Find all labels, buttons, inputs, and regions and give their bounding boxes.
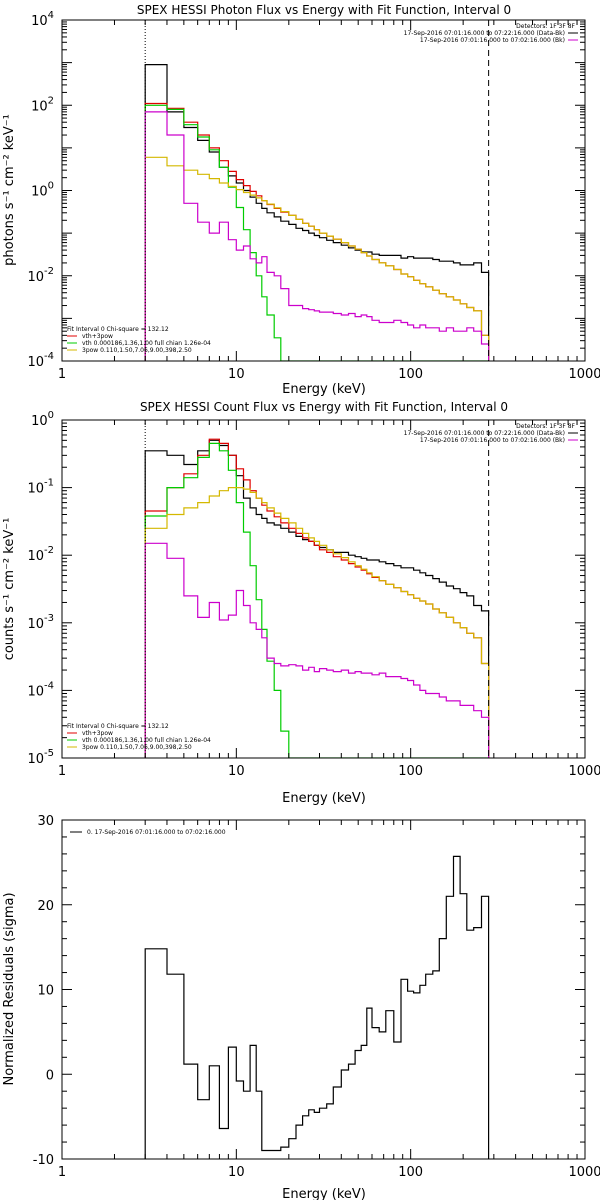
y-tick-label: 100: [31, 410, 54, 429]
photon-flux-plot-frame: [61, 19, 586, 362]
series-0-line: [144, 63, 490, 361]
y-tick-label: 10-2: [27, 266, 54, 285]
x-tick-label: 1000: [568, 1165, 600, 1180]
y-tick-label: 10-1: [27, 478, 54, 497]
x-tick-label: 100: [398, 1165, 423, 1180]
x-tick-label: 1: [58, 1165, 66, 1180]
count-flux-panel: SPEX HESSI Count Flux vs Energy with Fit…: [2, 400, 600, 806]
series-3-line: [144, 156, 490, 361]
legend-top-right-entry: Detectors: 1F 3F 8F: [516, 423, 575, 430]
series-3-line: [144, 487, 490, 758]
count-flux-axes: 1 10 100 1000 10-5 10-4 10-3 10-2 10-1 100: [27, 410, 600, 779]
photon-flux-y-axis-label: photons s⁻¹ cm⁻² keV⁻¹: [2, 114, 17, 266]
legend-top-right-entry: 17-Sep-2016 07:01:16.000 to 07:02:16.000…: [420, 37, 565, 44]
legend-bottom-left-entry: vth 0.000186,1.36,1.00 full chian 1.26e-…: [82, 340, 211, 347]
legend-top-right-entry: 17-Sep-2016 07:01:16.000 to 07:02:16.000…: [420, 437, 565, 444]
photon-flux-panel: SPEX HESSI Photon Flux vs Energy with Fi…: [2, 3, 600, 397]
legend-bottom-left-entry: vth+3pow: [82, 333, 113, 340]
series-0-line: [144, 439, 490, 758]
residuals-legends: 0. 17-Sep-2016 07:01:16.000 to 07:02:16.…: [70, 829, 226, 836]
count-flux-title: SPEX HESSI Count Flux vs Energy with Fit…: [140, 400, 508, 414]
series-4-line: [144, 542, 490, 758]
x-tick-label: 10: [228, 764, 245, 779]
photon-flux-x-axis-label: Energy (keV): [282, 382, 366, 397]
legend-top-right-entry: 17-Sep-2016 07:01:16.000 to 07:22:16.000…: [404, 30, 565, 37]
photon-flux-axes: 1 10 100 1000 10-4 10-2 100 102 104: [27, 10, 600, 382]
y-tick-label: 10-4: [27, 680, 54, 699]
x-tick-label: 1000: [568, 764, 600, 779]
legend-top-left-entry: 0. 17-Sep-2016 07:01:16.000 to 07:02:16.…: [87, 829, 226, 836]
legend-bottom-left-entry: Fit Interval 0 Chi-square = 132.12: [67, 723, 169, 730]
legend-bottom-left-entry: 3pow 0.110,1.50,7.06,9.00,398,2.50: [82, 347, 192, 354]
legend-top-right-entry: 17-Sep-2016 07:01:16.000 to 07:22:16.000…: [404, 430, 565, 437]
y-tick-label: 10-2: [27, 545, 54, 564]
legend-top-right-entry: Detectors: 1F 3F 8F: [516, 23, 575, 30]
count-flux-plot-frame: [61, 419, 586, 759]
y-tick-label: 20: [37, 899, 54, 914]
y-tick-label: -10: [33, 1153, 54, 1168]
x-tick-label: 10: [228, 367, 245, 382]
residuals-axes: 1 10 100 1000 -10 0 10 20 30: [33, 814, 600, 1180]
series-1-line: [144, 438, 490, 758]
count-flux-x-axis-label: Energy (keV): [282, 791, 366, 806]
legend-bottom-left-entry: Fit Interval 0 Chi-square = 132.12: [67, 326, 169, 333]
series-1-line: [144, 102, 490, 361]
series-2-line: [144, 442, 489, 758]
residuals-panel: 1 10 100 1000 -10 0 10 20 30 0. 17-Sep-2016 07:0…: [2, 814, 600, 1200]
count-flux-y-axis-label: counts s⁻¹ cm⁻² keV⁻¹: [2, 518, 17, 661]
series-4-line: [144, 111, 490, 361]
y-tick-label: 100: [31, 181, 54, 200]
y-tick-label: 102: [31, 95, 54, 114]
legend-bottom-left-entry: vth 0.000186,1.36,1.00 full chian 1.26e-…: [82, 737, 211, 744]
x-tick-label: 100: [398, 367, 423, 382]
series-2-line: [144, 104, 489, 361]
y-tick-label: 104: [31, 10, 54, 29]
residuals-x-axis-label: Energy (keV): [282, 1187, 366, 1200]
x-tick-label: 10: [228, 1165, 245, 1180]
y-tick-label: 10-5: [27, 748, 54, 767]
photon-flux-series: [144, 63, 490, 361]
y-tick-label: 10: [37, 984, 54, 999]
x-tick-label: 1: [58, 764, 66, 779]
count-flux-series: [144, 438, 490, 758]
legend-bottom-left-entry: vth+3pow: [82, 730, 113, 737]
legend-bottom-left-entry: 3pow 0.110,1.50,7.06,9.00,398,2.50: [82, 744, 192, 751]
x-tick-label: 1000: [568, 367, 600, 382]
y-tick-label: 10-4: [27, 351, 54, 370]
y-tick-label: 30: [37, 814, 54, 829]
photon-flux-title: SPEX HESSI Photon Flux vs Energy with Fi…: [137, 3, 511, 17]
residuals-series: [144, 855, 490, 1159]
series-0-line: [144, 855, 490, 1159]
y-tick-label: 10-3: [27, 613, 54, 632]
x-tick-label: 100: [398, 764, 423, 779]
x-tick-label: 1: [58, 367, 66, 382]
y-tick-label: 0: [46, 1068, 54, 1083]
residuals-y-axis-label: Normalized Residuals (sigma): [2, 892, 17, 1085]
